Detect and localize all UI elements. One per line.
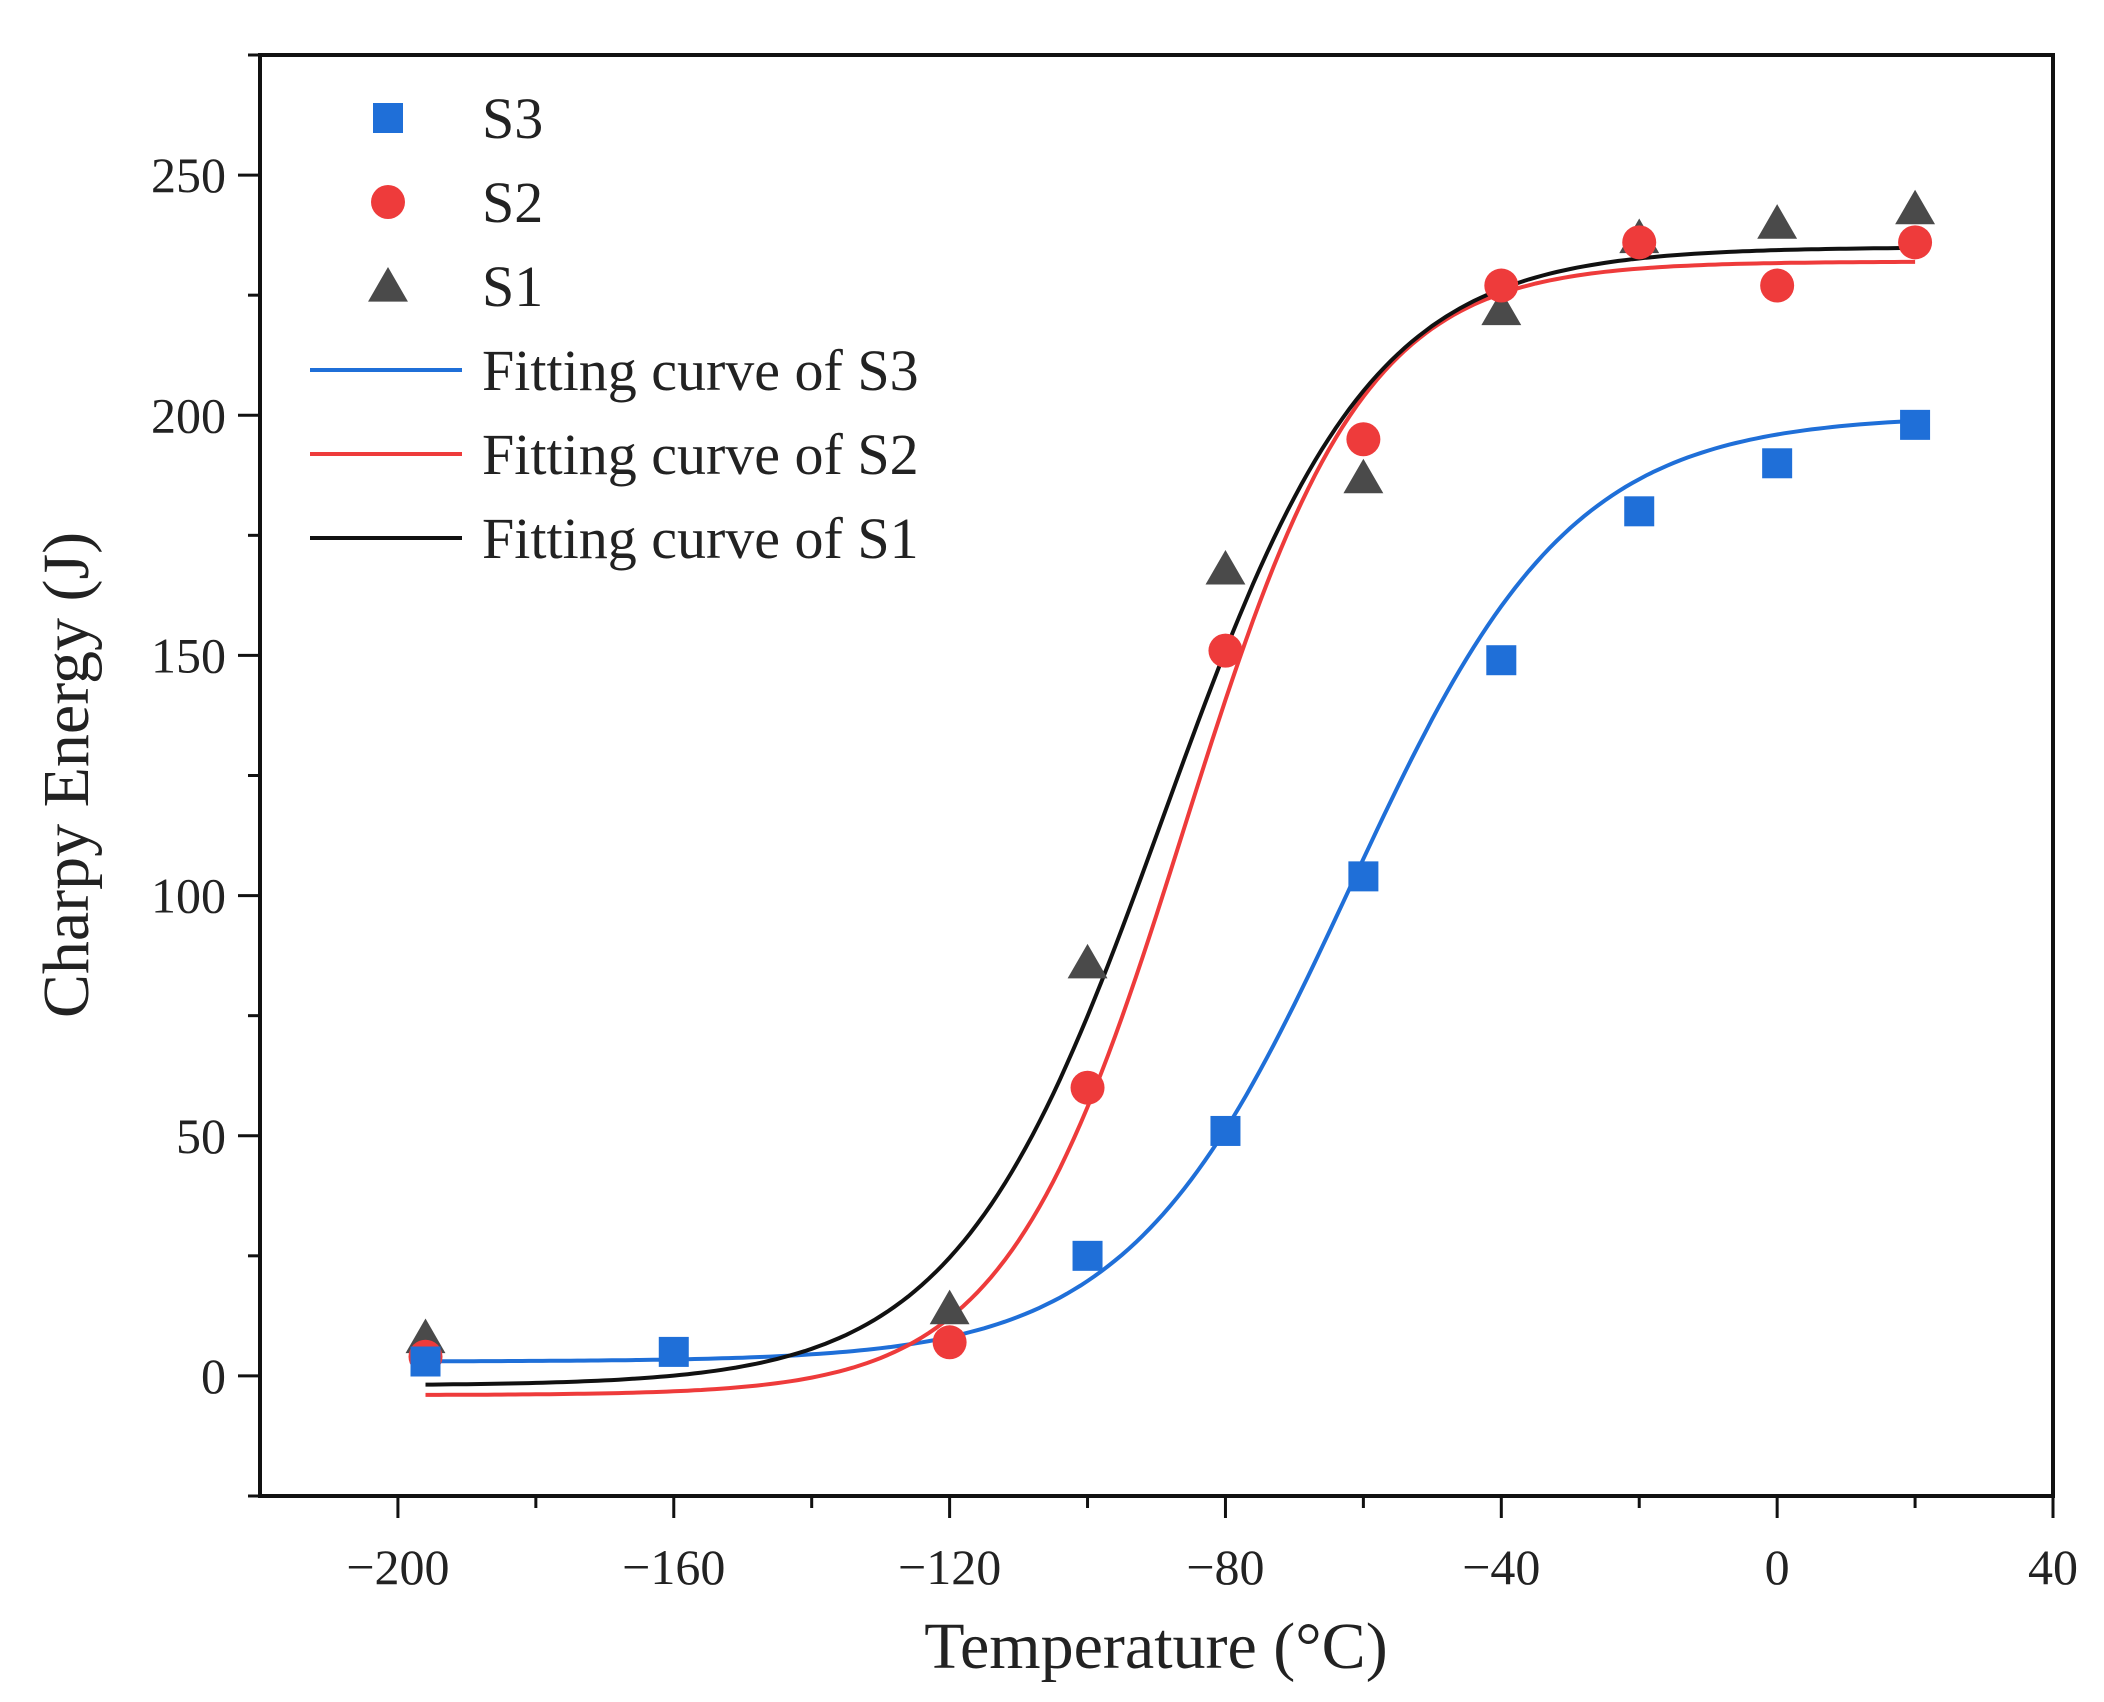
y-tick-label: 50 [176,1108,226,1164]
x-tick-label: −120 [898,1539,1001,1595]
legend-label-s3: S3 [482,86,543,151]
point-s2 [1898,225,1933,260]
x-axis-title: Temperature (°C) [924,1610,1387,1683]
point-s3 [1762,448,1793,479]
fit-curve-s1 [425,245,1916,1387]
fit-curve-s2 [425,259,1916,1397]
point-s3 [1486,645,1517,676]
y-tick-label: 250 [151,147,226,203]
y-tick-label: 150 [151,627,226,683]
point-s3 [1072,1240,1103,1271]
legend-marker-s3 [373,103,403,133]
point-s3 [1210,1115,1241,1146]
point-s3 [1900,409,1931,440]
point-s1 [1343,458,1384,494]
point-s1 [1481,290,1522,326]
data-points [405,189,1936,1377]
x-tick-label: −200 [346,1539,449,1595]
fitting-curves [425,245,1916,1397]
point-s2 [1208,633,1243,668]
legend-label-fit-s3: Fitting curve of S3 [482,338,919,403]
point-s3 [1348,861,1379,892]
point-s3 [658,1336,689,1367]
x-tick-label: −160 [622,1539,725,1595]
axis-ticks: −200 −160 −120 −80 −40 0 40 0 50 100 150 200 250 [151,53,2078,1595]
point-s3 [1624,496,1655,527]
y-tick-label: 0 [201,1348,226,1404]
point-s3 [410,1346,441,1377]
x-tick-label: 0 [1765,1539,1790,1595]
legend-label-fit-s1: Fitting curve of S1 [482,506,919,571]
y-tick-label: 200 [151,387,226,443]
point-s2 [1070,1070,1105,1105]
legend-marker-s1 [368,267,408,302]
point-s1 [1895,189,1936,225]
legend: S3 S2 S1 Fitting curve of S3 Fitting curve o… [310,86,919,571]
legend-label-s2: S2 [482,170,543,235]
y-tick-label: 100 [151,868,226,924]
y-axis-title: Charpy Energy (J) [30,532,103,1018]
point-s2 [1484,268,1519,303]
point-s2 [1760,268,1795,303]
legend-marker-s2 [371,185,405,219]
legend-label-s1: S1 [482,254,543,319]
x-tick-label: 40 [2028,1539,2078,1595]
point-s1 [929,1289,970,1325]
x-tick-label: −80 [1186,1539,1264,1595]
point-s1 [1205,549,1246,585]
point-s1 [1067,943,1108,979]
legend-label-fit-s2: Fitting curve of S2 [482,422,919,487]
point-s2 [1622,225,1657,260]
x-tick-label: −40 [1462,1539,1540,1595]
point-s2 [1346,422,1381,457]
point-s2 [932,1325,967,1360]
point-s1 [1757,204,1798,239]
